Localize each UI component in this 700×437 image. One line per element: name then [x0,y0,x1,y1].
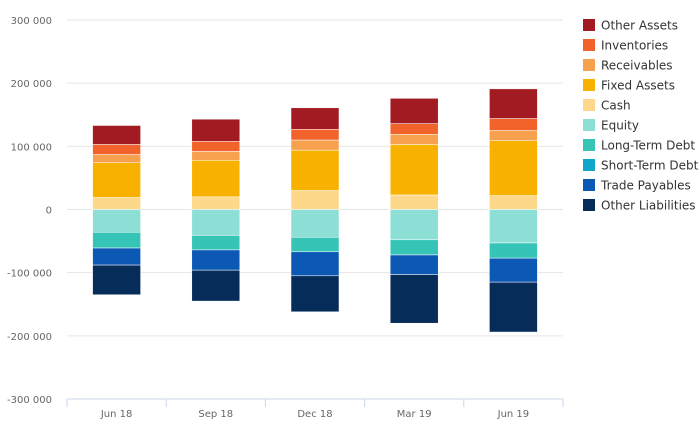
legend-label: Equity [601,119,639,133]
x-tick-label: Jun 18 [100,409,133,420]
bar-segment[interactable] [489,140,538,196]
bar-segment[interactable] [92,231,141,249]
bar-segment[interactable] [489,118,538,131]
bar-segment[interactable] [92,264,141,296]
legend-swatch [583,159,595,171]
bar-segment[interactable] [489,242,538,259]
legend-swatch [583,119,595,131]
y-tick-label: 100 000 [11,142,52,153]
legend-item[interactable]: Equity [583,119,639,133]
legend-item[interactable]: Short-Term Debt [583,159,699,173]
bar-segment[interactable] [290,275,340,313]
bar-segment[interactable] [389,123,439,135]
bar-segment[interactable] [191,118,241,142]
legend-label: Trade Payables [600,179,691,193]
bar-segment[interactable] [290,190,340,210]
y-tick-label: 300 000 [11,16,52,27]
bar-segment[interactable] [389,134,439,145]
bar-segment[interactable] [92,162,141,198]
legend-swatch [583,39,595,51]
legend-item[interactable]: Cash [583,99,631,113]
bar-segment[interactable] [92,197,141,210]
x-tick-label: Sep 18 [198,409,233,420]
bar-segment[interactable] [389,239,439,256]
bar-segment[interactable] [92,125,141,145]
bar-segment[interactable] [389,144,439,196]
y-tick-label: -200 000 [7,332,52,343]
legend-label: Other Assets [601,19,678,33]
axes: -300 000 -200 000 -100 000 0 100 000 200 000 3… [7,16,564,420]
legend-label: Other Liabilities [601,199,696,213]
bar-segment[interactable] [191,196,241,210]
legend-label: Cash [601,99,631,113]
bar-segment[interactable] [191,159,241,198]
legend-swatch [583,79,595,91]
bar-segment[interactable] [489,281,538,333]
legend: Other Assets Inventories Receivables Fixed … [583,19,699,213]
y-tick-label: 200 000 [11,79,52,90]
bar-segment[interactable] [389,209,439,241]
bar-segment[interactable] [92,209,141,233]
legend-label: Long-Term Debt [601,139,695,153]
bar-segment[interactable] [489,130,538,141]
bar-segment[interactable] [389,194,439,210]
bar-segment[interactable] [389,254,439,275]
legend-swatch [583,139,595,151]
bar-segment[interactable] [290,251,340,277]
legend-swatch [583,19,595,31]
bar-segment[interactable] [290,107,340,130]
bar-segment[interactable] [389,98,439,124]
bar-segment[interactable] [191,235,241,251]
legend-item[interactable]: Receivables [583,59,673,73]
legend-item[interactable]: Other Liabilities [583,199,696,213]
bar-segment[interactable] [389,274,439,324]
bar-segment[interactable] [290,209,340,238]
bars [92,88,538,333]
legend-item[interactable]: Inventories [583,39,668,53]
legend-label: Short-Term Debt [601,159,699,173]
bar-segment[interactable] [290,129,340,141]
legend-swatch [583,199,595,211]
legend-item[interactable]: Other Assets [583,19,678,33]
bar-segment[interactable] [489,209,538,244]
legend-swatch [583,59,595,71]
bar-segment[interactable] [290,149,340,191]
bar-segment[interactable] [191,249,241,271]
legend-swatch [583,179,595,191]
bar-segment[interactable] [489,195,538,210]
legend-label: Receivables [601,59,673,73]
bar-segment[interactable] [191,141,241,152]
bar-segment[interactable] [191,269,241,302]
bar-segment[interactable] [191,209,241,236]
legend-swatch [583,99,595,111]
x-tick-label: Jun 19 [497,409,530,420]
bar-segment[interactable] [290,237,340,253]
bar-segment[interactable] [489,257,538,283]
bar-segment[interactable] [191,151,241,161]
bar-segment[interactable] [92,247,141,266]
legend-label: Inventories [601,39,668,53]
y-tick-label: -300 000 [7,395,52,406]
bar-segment[interactable] [489,88,538,119]
bar-segment[interactable] [92,144,141,155]
bar-segment[interactable] [92,154,141,164]
x-tick-label: Mar 19 [397,409,432,420]
y-tick-label: -100 000 [7,269,52,280]
legend-item[interactable]: Fixed Assets [583,79,675,93]
x-tick-label: Dec 18 [297,409,332,420]
legend-label: Fixed Assets [601,79,675,93]
bar-segment[interactable] [290,139,340,151]
legend-item[interactable]: Trade Payables [583,179,691,193]
legend-item[interactable]: Long-Term Debt [583,139,695,153]
y-tick-label: 0 [46,206,52,217]
